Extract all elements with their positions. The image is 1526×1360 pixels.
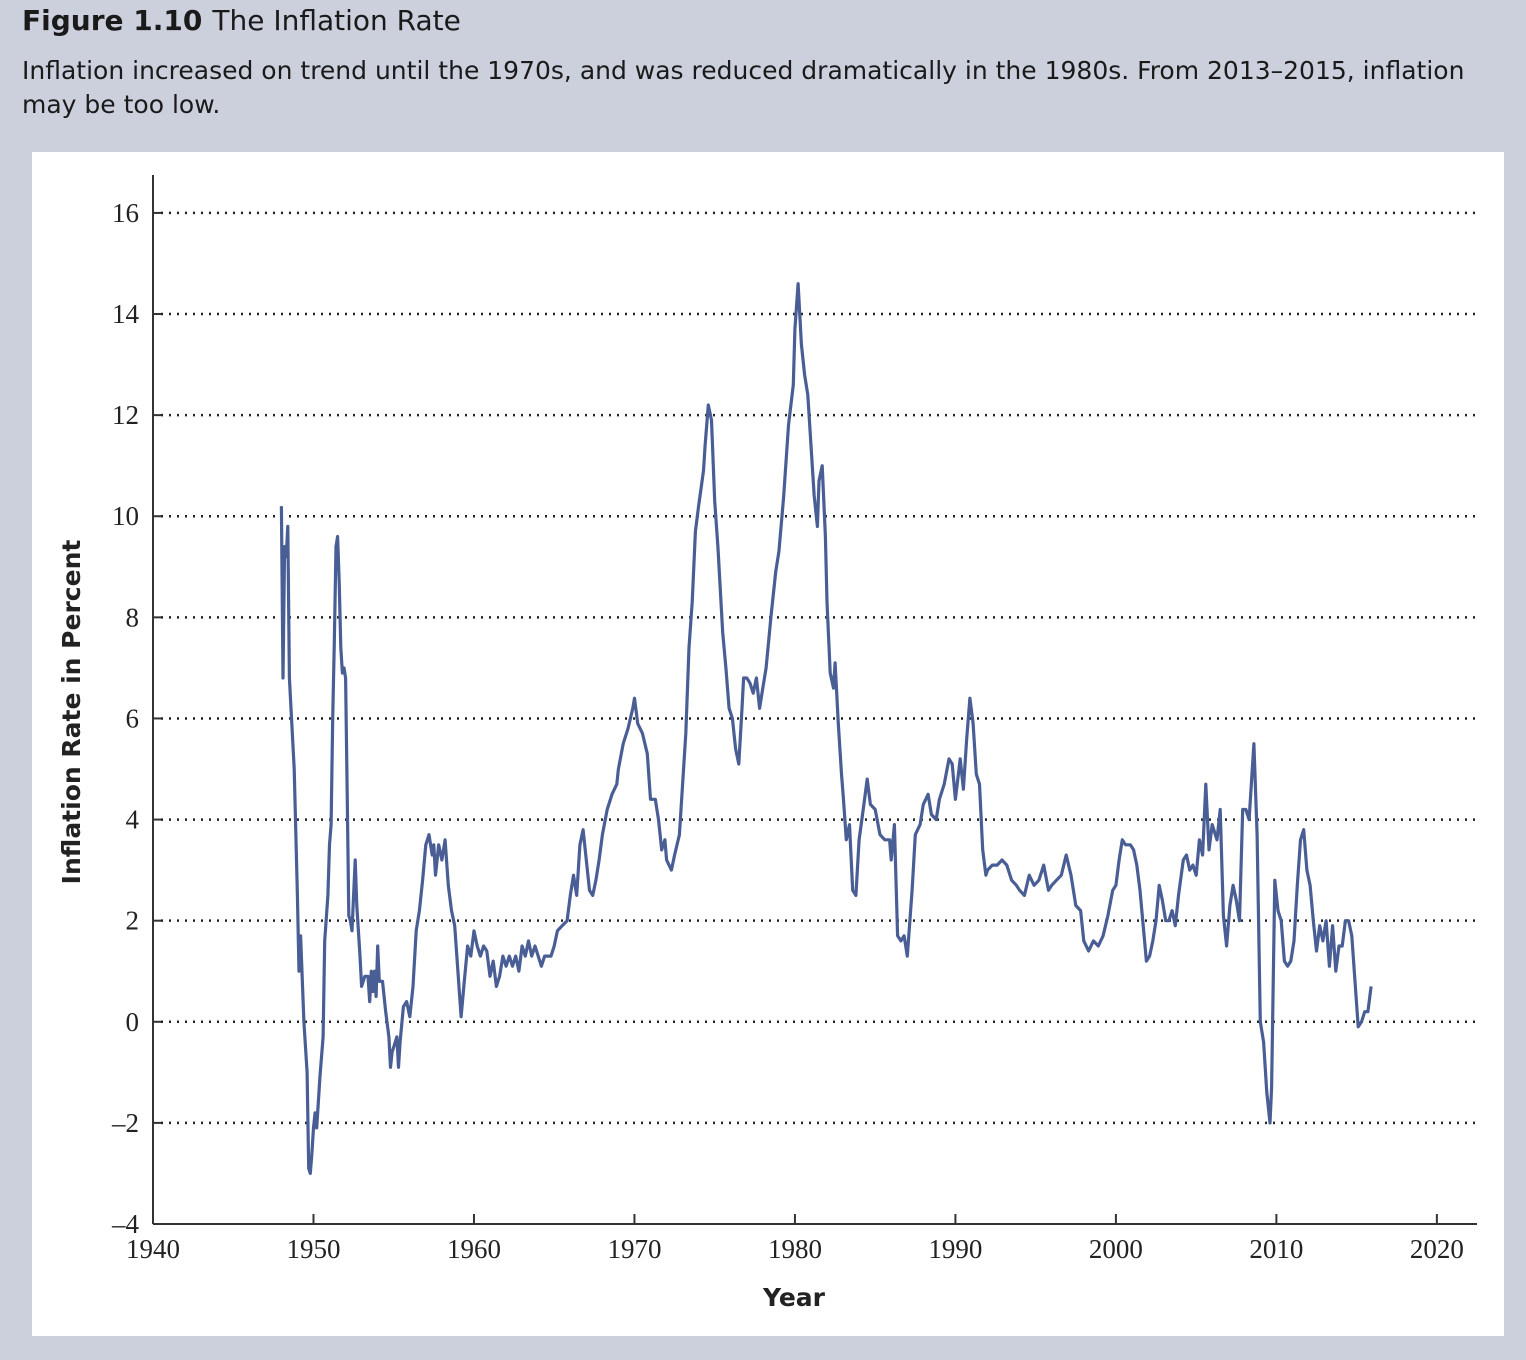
data-line: [279, 282, 1373, 1175]
y-axis-label: Inflation Rate in Percent: [57, 540, 86, 885]
y-tick-label: 14: [112, 299, 140, 329]
title-block: Figure 1.10 The Inflation Rate: [22, 4, 461, 37]
y-tick-label: 12: [112, 400, 139, 430]
x-tick-label: 1980: [768, 1234, 822, 1264]
x-tick-label: 2010: [1249, 1234, 1303, 1264]
x-axis-label: Year: [762, 1283, 826, 1312]
y-tick-label: 6: [126, 703, 140, 733]
y-tick-label: 4: [126, 805, 140, 835]
x-tick-label: 1950: [286, 1234, 340, 1264]
chart-subtitle: Inflation increased on trend until the 1…: [22, 56, 1465, 119]
y-tick-label: 8: [126, 602, 140, 632]
x-tick-label: 1960: [447, 1234, 501, 1264]
x-tick-label: 1940: [126, 1234, 180, 1264]
chart-title: The Inflation Rate: [212, 4, 461, 37]
x-tick-label: 2000: [1089, 1234, 1143, 1264]
y-tick-label: 16: [112, 198, 139, 228]
figure-label: Figure 1.10: [22, 4, 203, 37]
x-tick-label: 2020: [1410, 1234, 1464, 1264]
y-tick-label: –4: [111, 1209, 140, 1239]
x-tick-label: 1970: [607, 1234, 661, 1264]
plot-panel: [32, 152, 1504, 1336]
x-tick-label: 1990: [928, 1234, 982, 1264]
y-tick-label: –2: [111, 1108, 139, 1138]
y-tick-label: 2: [126, 906, 140, 936]
y-tick-label: 0: [126, 1007, 140, 1037]
y-tick-label: 10: [112, 501, 139, 531]
